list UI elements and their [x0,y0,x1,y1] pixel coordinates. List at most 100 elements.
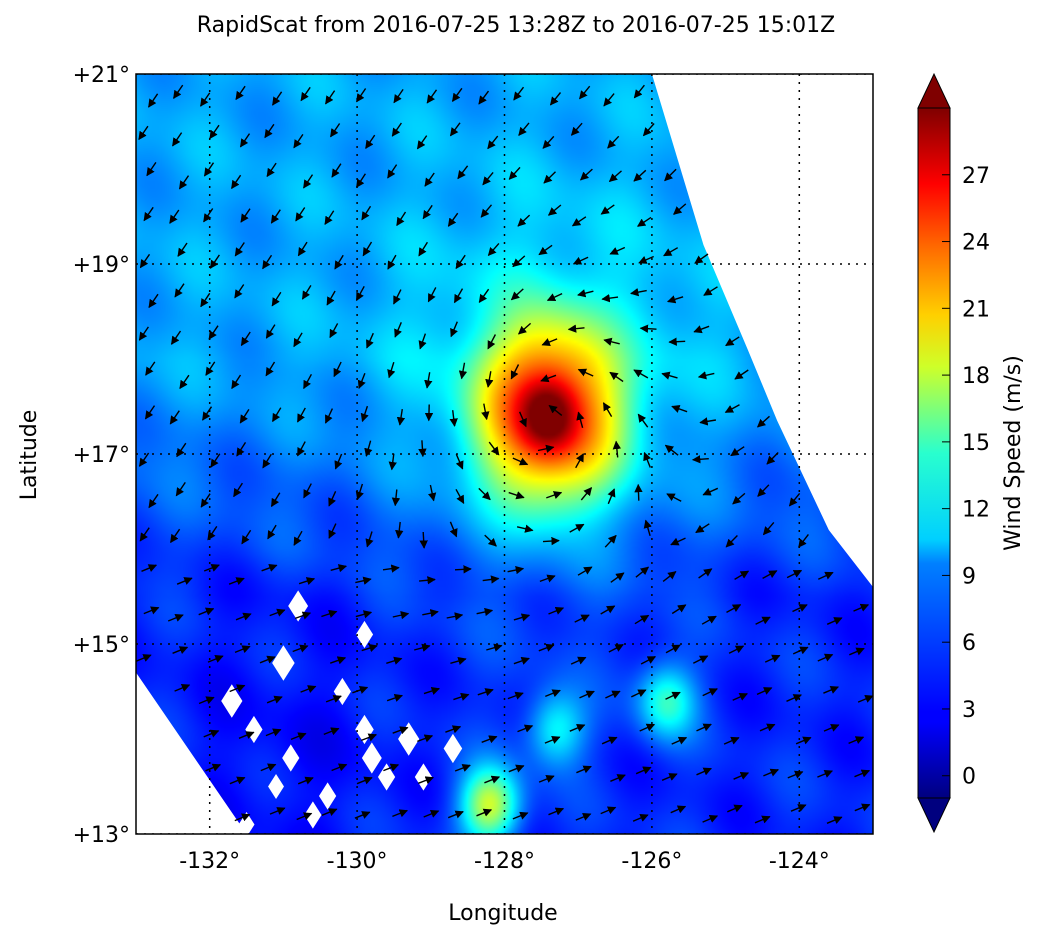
wind-vector [240,208,251,223]
wind-vector [517,322,532,335]
wind-vector [176,577,193,585]
wind-vector [569,523,585,533]
wind-vector [451,87,463,102]
wind-vector [661,773,678,781]
wind-vector [292,644,309,653]
wind-vector [364,440,373,457]
wind-vector [366,332,374,349]
wind-vector [576,411,585,428]
wind-vector [148,293,159,309]
wind-vector [293,332,303,348]
wind-vector [426,89,438,104]
wind-vector [823,723,840,732]
x-tick-label: -126° [621,849,682,874]
wind-vector [508,491,525,500]
wind-vector [139,253,151,269]
wind-vector [203,162,215,177]
wind-vector [612,440,622,458]
wind-vector [702,688,718,697]
wind-vector [396,211,407,227]
wind-vector [266,162,277,178]
wind-vector [635,766,652,775]
wind-vector [241,529,252,545]
wind-vector [145,361,156,376]
chart-title: RapidScat from 2016-07-25 13:28Z to 2016… [197,13,835,38]
wind-vector [543,171,556,184]
wind-vector [228,577,245,586]
wind-vector [755,616,771,625]
wind-vector [208,325,219,340]
wind-vector [330,123,341,138]
wind-vector [423,686,440,695]
wind-vector [854,803,871,812]
wind-vector [356,88,367,103]
wind-vector [696,767,712,776]
wind-vector [634,483,643,501]
wind-vector [238,731,255,740]
wind-vector [487,135,499,150]
wind-vector [303,483,312,499]
wind-vector [757,484,770,497]
wind-vector [476,607,494,617]
wind-vector [734,570,750,581]
wind-vector [602,402,613,417]
colorbar-tick-label: 18 [962,364,990,389]
wind-vector [630,288,647,297]
data-gap [318,782,337,810]
wind-vector [176,442,187,458]
wind-vector [293,134,304,149]
wind-vector [321,808,338,816]
wind-vector [477,688,494,697]
wind-vector [382,564,400,573]
wind-vector [240,331,251,347]
data-gap [268,773,284,800]
wind-vector [665,691,681,700]
wind-vector [270,492,281,508]
wind-vector [575,812,592,821]
wind-vector [754,815,771,824]
wind-vector [512,457,529,466]
wind-vector [427,287,437,303]
wind-vector [210,453,221,468]
wind-vector [541,338,558,346]
wind-vector [329,656,347,665]
wind-vector [609,371,624,383]
wind-vector [517,214,531,227]
wind-vector [239,133,251,148]
wind-vector [580,487,593,501]
wind-vector [328,523,337,539]
wind-vector [546,292,563,302]
wind-vector [508,166,521,180]
wind-vector [692,655,709,664]
wind-vector [699,417,717,426]
wind-vector [817,653,834,662]
wind-vector [293,530,303,546]
wind-vector [454,565,472,574]
wind-vector [138,125,149,141]
wind-vector [604,534,617,548]
wind-vector [450,321,458,338]
wind-vector [239,409,250,424]
wind-vector [175,482,186,497]
wind-vector [635,566,650,578]
wind-vector [762,570,778,580]
wind-vector [200,92,211,107]
wind-vector [357,373,366,389]
wind-vector [603,337,620,346]
wind-vector [510,288,524,301]
colorbar-extend-min [917,797,951,834]
data-gap [221,684,243,718]
wind-vector [260,763,277,772]
wind-vector [179,374,190,390]
wind-vector [637,216,652,227]
wind-vector [203,563,220,572]
wind-vector [393,289,402,305]
wind-vector [453,692,470,701]
data-gap [355,620,374,649]
wind-vector [571,216,587,227]
wind-vector [798,533,809,548]
wind-vector [143,606,160,615]
data-gap [361,742,382,774]
wind-vector [170,330,182,345]
wind-vector [234,242,245,257]
